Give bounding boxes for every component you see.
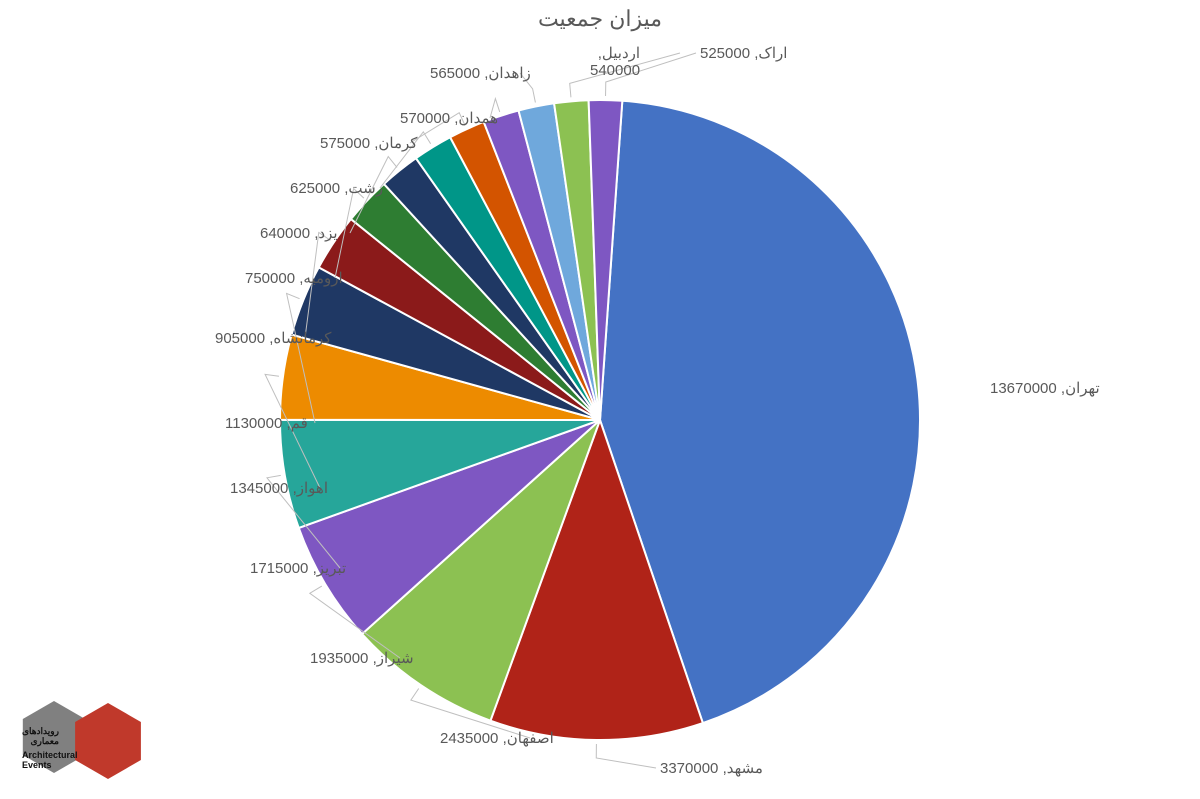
slice-label-name: قم [291, 415, 308, 432]
logo-hex-red [75, 703, 141, 779]
slice-label: اهواز, 1345000 [230, 480, 328, 497]
slice-label-value: 1130000 [225, 415, 282, 432]
slice-label-name: همدان [458, 110, 498, 127]
slice-label-name: اراک [758, 45, 787, 62]
slice-label: اردبیل,540000 [590, 45, 640, 80]
leader-line [596, 744, 656, 768]
slice-label-name: ارومیه [303, 270, 342, 287]
slice-label-value: 905000 [215, 330, 265, 347]
logo-text-en: ArchitecturalEvents [22, 751, 78, 771]
slice-label: زاهدان, 565000 [430, 65, 531, 82]
slice-label-name: یزد [318, 225, 337, 242]
slice-label-name: کرمانشاه [273, 330, 331, 347]
slice-label-value: 565000 [430, 65, 480, 82]
slice-label-value: 575000 [320, 135, 370, 152]
slice-label-value: 540000 [590, 62, 640, 79]
slice-label: تبریز, 1715000 [250, 560, 346, 577]
slice-label: قم, 1130000 [225, 415, 308, 432]
slice-label-value: 640000 [260, 225, 310, 242]
slice-label: تهران, 13670000 [990, 380, 1100, 397]
slice-label-value: 3370000 [660, 760, 718, 777]
slice-label: شیراز, 1935000 [310, 650, 414, 667]
logo-text-fa: رویدادهایمعماری [22, 727, 59, 747]
slice-label-name: اردبیل, [598, 45, 640, 62]
slice-label: یزد, 640000 [260, 225, 338, 242]
slice-label-name: کرمان [378, 135, 417, 152]
slice-label: کرمانشاه, 905000 [215, 330, 331, 347]
slice-label-value: 1345000 [230, 480, 288, 497]
slice-label-name: مشهد [727, 760, 763, 777]
slice-label-value: 625000 [290, 180, 340, 197]
slice-label: اصفهان, 2435000 [440, 730, 554, 747]
slice-label-name: زاهدان [488, 65, 530, 82]
chart-container: میزان جمعیت رویدادهایمعماری Architectura… [0, 0, 1200, 799]
slice-label-name: شیراز [377, 650, 414, 667]
slice-label-value: 525000 [700, 45, 750, 62]
slice-label: مشهد, 3370000 [660, 760, 763, 777]
slice-label-value: 2435000 [440, 730, 498, 747]
slice-label: ارومیه, 750000 [245, 270, 343, 287]
slice-label-value: 570000 [400, 110, 450, 127]
slice-label-value: 1935000 [310, 650, 368, 667]
slice-label: همدان, 570000 [400, 110, 498, 127]
slice-label-name: تبریز [317, 560, 346, 577]
slice-label: اراک, 525000 [700, 45, 787, 62]
slice-label: کرمان, 575000 [320, 135, 417, 152]
slice-label-value: 750000 [245, 270, 295, 287]
slice-label-value: 1715000 [250, 560, 308, 577]
slice-label-name: تهران [1065, 380, 1100, 397]
slice-label-name: رشت [348, 180, 383, 197]
slice-label-value: 13670000 [990, 380, 1057, 397]
pie-chart [0, 0, 1200, 799]
slice-label-name: اهواز [297, 480, 328, 497]
slice-label-name: اصفهان [507, 730, 554, 747]
slice-label: رشت, 625000 [290, 180, 383, 197]
